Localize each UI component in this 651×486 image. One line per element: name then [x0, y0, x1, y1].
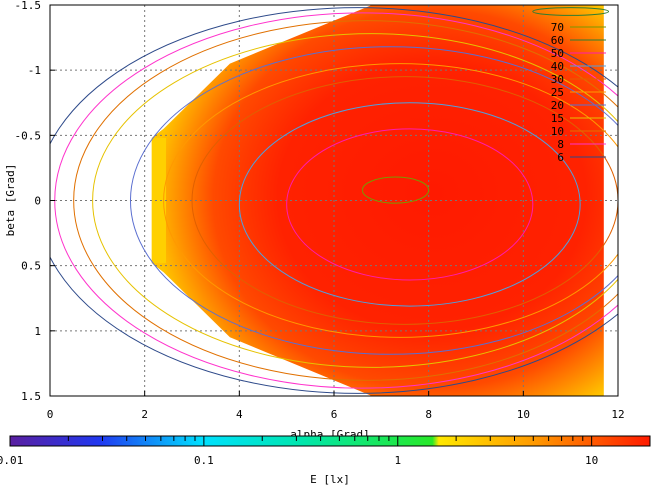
contour-70 — [361, 176, 430, 204]
legend-label: 70 — [551, 21, 564, 34]
y-tick-label: 1.5 — [21, 390, 41, 403]
colorbar-label: E [lx] — [310, 473, 350, 486]
contour-10 — [73, 20, 618, 381]
x-tick-label: 2 — [141, 408, 148, 421]
y-tick-label: 0 — [34, 195, 41, 208]
legend-label: 25 — [551, 86, 564, 99]
legend-label: 40 — [551, 60, 564, 73]
y-axis: -1.5 -1 -0.5 0 0.5 1 1.5 — [15, 0, 55, 403]
colorbar-tick-label: 1 — [394, 454, 401, 467]
heat-region — [151, 5, 604, 396]
colorbar-tick-label: 10 — [585, 454, 598, 467]
contour-layer — [50, 7, 618, 394]
legend-label: 20 — [551, 99, 564, 112]
legend-label: 60 — [551, 34, 564, 47]
contour-30 — [191, 76, 618, 325]
contour-20 — [130, 46, 618, 355]
legend-label: 8 — [557, 138, 564, 151]
contour-50 — [286, 128, 534, 281]
colorbar-tick-label: 0.1 — [194, 454, 214, 467]
heatmap-layer — [151, 5, 604, 396]
heat-edge-band — [151, 137, 166, 264]
x-tick-label: 6 — [331, 408, 338, 421]
grid-lines — [50, 5, 618, 396]
colorbar-tick-label: 0.01 — [0, 454, 23, 467]
y-tick-label: 0.5 — [21, 260, 41, 273]
legend-label: 6 — [557, 151, 564, 164]
legend-label: 15 — [551, 112, 564, 125]
contour-6 — [50, 7, 618, 394]
y-tick-label: -0.5 — [15, 129, 42, 142]
x-tick-label: 0 — [47, 408, 54, 421]
contour-40 — [238, 102, 581, 307]
legend-label: 10 — [551, 125, 564, 138]
y-tick-label: -1 — [28, 64, 41, 77]
y-axis-label: beta [Grad] — [4, 164, 17, 237]
contour-60 — [532, 7, 610, 16]
colorbar-ticks: 0.01 0.1 1 10 — [0, 436, 651, 467]
legend-label: 30 — [551, 73, 564, 86]
x-tick-label: 8 — [425, 408, 432, 421]
y-tick-label: -1.5 — [15, 0, 42, 12]
colorbar — [9, 435, 651, 447]
contour-25 — [163, 63, 618, 338]
legend-label: 50 — [551, 47, 564, 60]
x-tick-label: 4 — [236, 408, 243, 421]
x-axis: 0 2 4 6 8 10 12 — [47, 391, 625, 421]
x-tick-label: 12 — [611, 408, 624, 421]
y-tick-label: 1 — [34, 325, 41, 338]
contour-15 — [92, 33, 618, 368]
x-tick-label: 10 — [517, 408, 530, 421]
